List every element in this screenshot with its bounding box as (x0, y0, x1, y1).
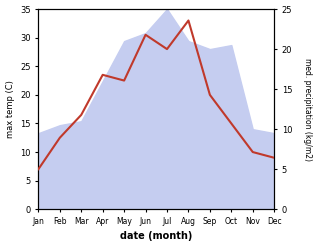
X-axis label: date (month): date (month) (120, 231, 192, 242)
Y-axis label: med. precipitation (kg/m2): med. precipitation (kg/m2) (303, 58, 313, 161)
Y-axis label: max temp (C): max temp (C) (5, 80, 15, 138)
